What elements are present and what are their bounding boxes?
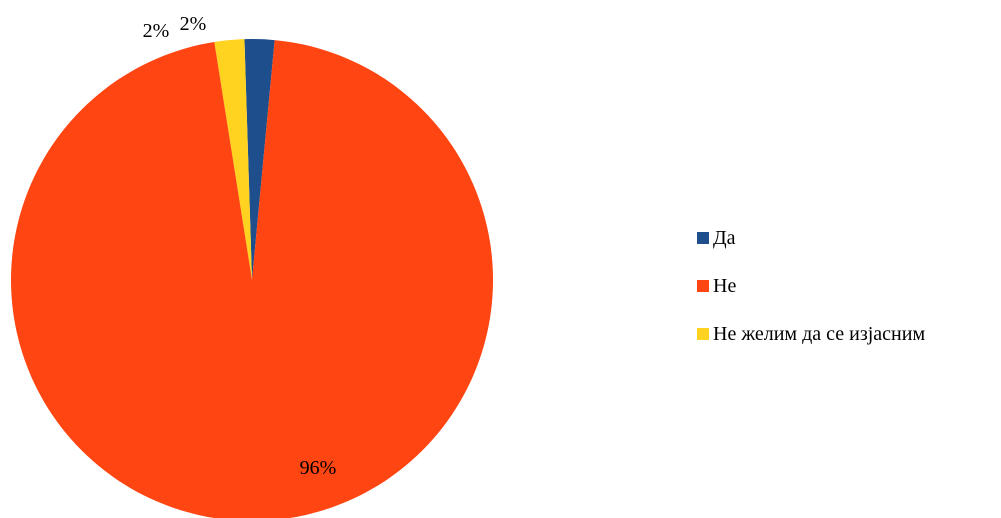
chart-legend: Да Не Не желим да се изјасним xyxy=(697,226,1001,370)
pie-slices xyxy=(11,39,493,518)
legend-label-yes: Да xyxy=(713,227,736,249)
legend-swatch-no-answer xyxy=(697,328,709,340)
slice-no xyxy=(11,40,493,518)
legend-item-yes: Да xyxy=(697,226,1001,250)
data-label-yes: 2% xyxy=(180,13,207,35)
legend-swatch-yes xyxy=(697,232,709,244)
legend-item-no: Не xyxy=(697,274,1001,298)
pie-data-labels: 2% 96% 2% xyxy=(143,13,337,479)
data-label-no-answer: 2% xyxy=(143,20,170,42)
legend-item-no-answer: Не желим да се изјасним xyxy=(697,322,1001,346)
slice-yes xyxy=(244,39,275,280)
data-label-no: 96% xyxy=(300,457,337,479)
legend-swatch-no xyxy=(697,280,709,292)
legend-label-no: Не xyxy=(713,275,737,297)
legend-label-no-answer: Не желим да се изјасним xyxy=(713,323,926,345)
slice-no-answer xyxy=(214,39,252,281)
